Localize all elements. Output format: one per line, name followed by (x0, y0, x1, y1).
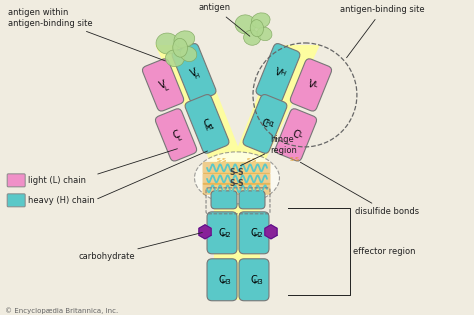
FancyBboxPatch shape (202, 162, 271, 174)
FancyBboxPatch shape (211, 191, 237, 209)
Text: H1: H1 (264, 120, 275, 129)
FancyBboxPatch shape (243, 94, 287, 153)
FancyBboxPatch shape (202, 173, 271, 185)
Text: disulfide bonds: disulfide bonds (301, 162, 419, 216)
Ellipse shape (257, 27, 272, 41)
Ellipse shape (251, 13, 270, 28)
Text: C: C (219, 275, 226, 285)
Text: V: V (306, 79, 316, 91)
Text: C: C (219, 228, 226, 238)
FancyBboxPatch shape (185, 94, 229, 153)
Ellipse shape (165, 50, 184, 67)
FancyBboxPatch shape (256, 43, 300, 102)
FancyBboxPatch shape (207, 212, 237, 254)
Text: V: V (273, 67, 283, 79)
FancyBboxPatch shape (202, 183, 271, 195)
Polygon shape (155, 45, 248, 172)
FancyBboxPatch shape (290, 59, 331, 111)
Text: C: C (260, 118, 270, 130)
Text: carbohydrate: carbohydrate (78, 232, 202, 261)
FancyBboxPatch shape (172, 43, 216, 102)
Ellipse shape (244, 30, 261, 45)
Polygon shape (199, 225, 211, 239)
Text: H3: H3 (221, 279, 231, 285)
FancyBboxPatch shape (275, 109, 317, 161)
Ellipse shape (173, 38, 188, 57)
FancyBboxPatch shape (239, 212, 269, 254)
Text: C: C (291, 129, 301, 141)
Ellipse shape (194, 152, 280, 204)
Text: H2: H2 (221, 232, 231, 238)
Text: L: L (176, 135, 182, 142)
Text: S-S: S-S (290, 158, 300, 162)
Polygon shape (228, 45, 320, 172)
Text: S-S: S-S (217, 158, 227, 163)
Text: antigen-binding site: antigen-binding site (340, 5, 425, 58)
Polygon shape (214, 165, 260, 300)
Text: effector region: effector region (353, 247, 415, 256)
Text: H3: H3 (253, 279, 263, 285)
Text: hinge
region: hinge region (240, 135, 297, 166)
Text: H: H (279, 70, 286, 77)
Text: V: V (158, 79, 168, 91)
Text: heavy (H) chain: heavy (H) chain (28, 196, 95, 205)
Ellipse shape (180, 47, 197, 61)
Text: S-S: S-S (247, 158, 257, 163)
Text: light (L) chain: light (L) chain (28, 176, 86, 185)
Text: C: C (202, 118, 212, 130)
FancyBboxPatch shape (239, 191, 265, 209)
Ellipse shape (235, 15, 256, 34)
Text: H: H (193, 72, 201, 80)
Ellipse shape (174, 31, 195, 48)
Text: V: V (189, 67, 199, 79)
FancyBboxPatch shape (7, 194, 25, 207)
Text: H1: H1 (204, 123, 216, 132)
Text: antigen within
antigen-binding site: antigen within antigen-binding site (8, 8, 165, 61)
Text: S–S: S–S (230, 168, 244, 177)
Text: © Encyclopædia Britannica, Inc.: © Encyclopædia Britannica, Inc. (5, 307, 118, 314)
Text: S–S: S–S (230, 179, 244, 188)
FancyBboxPatch shape (155, 109, 197, 161)
Text: L: L (298, 132, 303, 139)
Text: C: C (171, 129, 181, 141)
Ellipse shape (250, 20, 264, 37)
Text: L: L (312, 82, 319, 89)
Text: H2: H2 (253, 232, 263, 238)
Text: C: C (251, 228, 257, 238)
Polygon shape (265, 225, 277, 239)
FancyBboxPatch shape (143, 59, 184, 111)
FancyBboxPatch shape (239, 259, 269, 301)
Text: antigen: antigen (199, 3, 250, 36)
FancyBboxPatch shape (7, 174, 25, 187)
Text: L: L (163, 85, 169, 92)
FancyBboxPatch shape (207, 259, 237, 301)
Ellipse shape (156, 33, 179, 54)
Text: C: C (251, 275, 257, 285)
